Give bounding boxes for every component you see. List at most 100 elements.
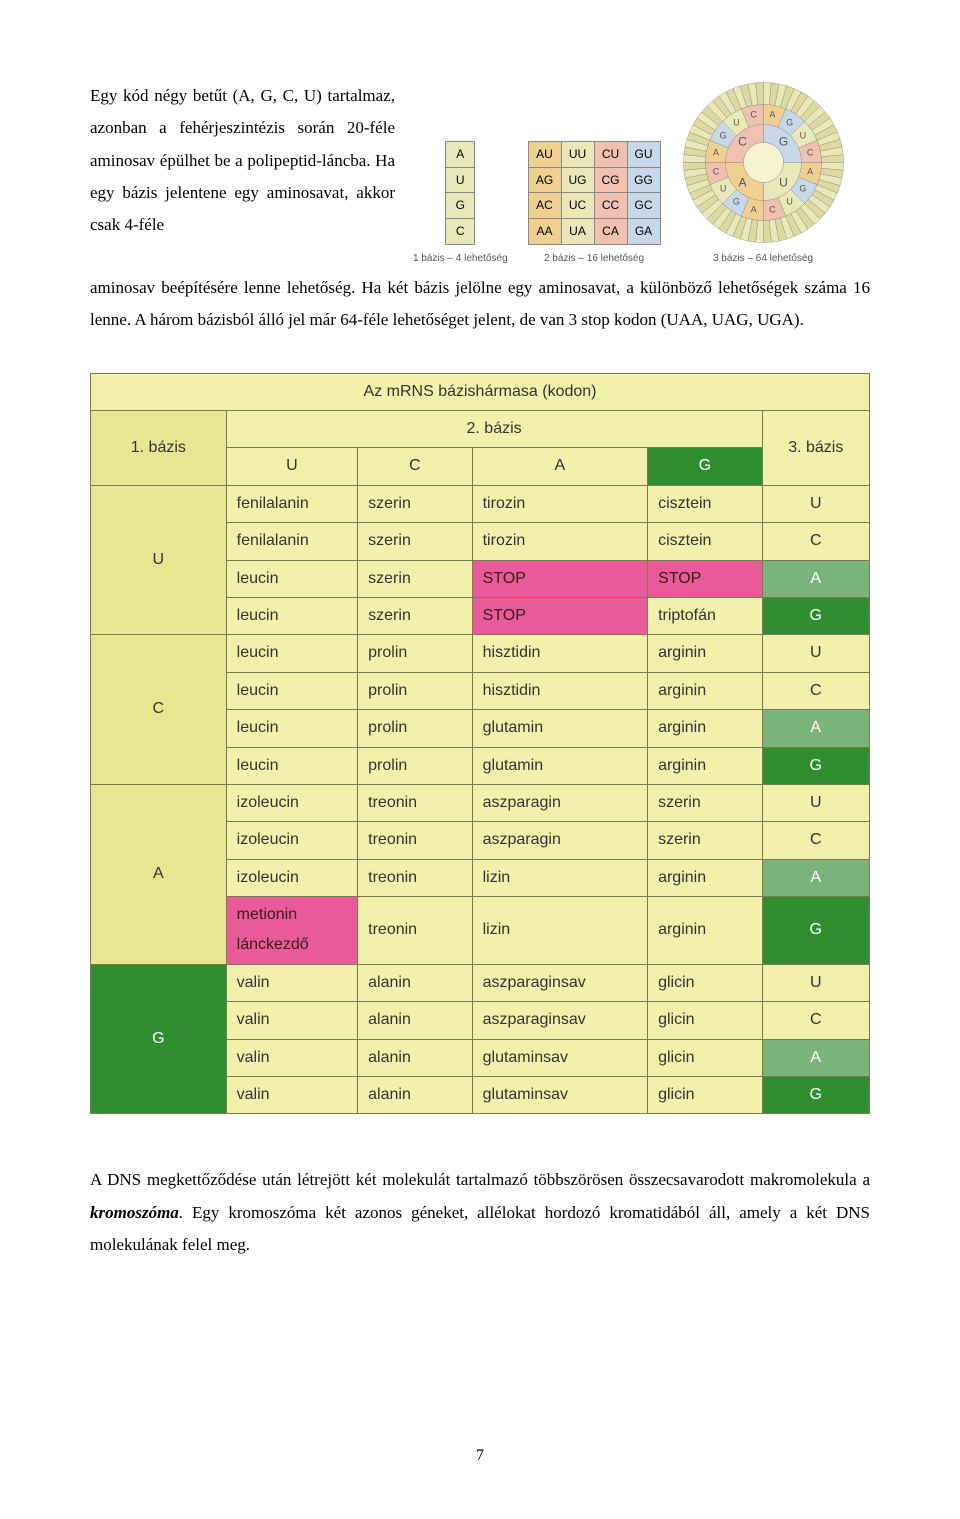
top-block: Egy kód négy betűt (A, G, C, U) tartalma…	[90, 80, 870, 268]
codon-cell: glutaminsav	[472, 1077, 647, 1114]
codon-cell: prolin	[358, 635, 472, 672]
codon-cell: glutaminsav	[472, 1039, 647, 1076]
pair-cell: CC	[594, 193, 627, 219]
wheel-letter: G	[786, 114, 793, 131]
codon-cell: valin	[226, 1002, 358, 1039]
codon-cell: szerin	[358, 523, 472, 560]
codon-cell: tirozin	[472, 523, 647, 560]
third-base-cell: C	[762, 672, 869, 709]
codon-cell: arginin	[648, 672, 762, 709]
codon-cell: arginin	[648, 635, 762, 672]
wheel-letter: G	[733, 194, 740, 211]
pair-cell: UC	[561, 193, 594, 219]
wheel-letter: A	[751, 201, 757, 218]
third-base-cell: U	[762, 485, 869, 522]
wheel-letter: G	[720, 127, 727, 144]
codon-cell: glicin	[648, 964, 762, 1001]
pair-cell: CU	[594, 141, 627, 167]
pair-cell: AU	[528, 141, 561, 167]
para2-text-b: . Egy kromoszóma két azonos géneket, all…	[90, 1203, 870, 1254]
first-base-header: 1. bázis	[91, 410, 227, 485]
pair-cell: AG	[528, 167, 561, 193]
codon-cell: szerin	[358, 597, 472, 634]
diagram-2: AUUUCUGUAGUGCGGGACUCCCGCAAUACAGA 2 bázis…	[528, 141, 661, 268]
codon-cell: STOP	[472, 597, 647, 634]
base-cell: A	[446, 141, 475, 167]
codon-cell: treonin	[358, 897, 472, 965]
single-base-table: A U G C	[445, 141, 475, 245]
codon-cell: aszparagin	[472, 784, 647, 821]
codon-cell: fenilalanin	[226, 523, 358, 560]
pair-cell: CG	[594, 167, 627, 193]
wheel-letter: A	[713, 145, 719, 162]
codon-cell: lizin	[472, 859, 647, 896]
third-base-cell: C	[762, 822, 869, 859]
codon-cell: cisztein	[648, 523, 762, 560]
diagram-1: A U G C 1 bázis – 4 lehetőség	[413, 141, 508, 268]
codon-cell: izoleucin	[226, 784, 358, 821]
codon-cell: leucin	[226, 747, 358, 784]
pair-cell: UG	[561, 167, 594, 193]
first-base-cell: G	[91, 964, 227, 1114]
third-base-cell: G	[762, 747, 869, 784]
second-base-header: 2. bázis	[226, 410, 762, 447]
codon-cell: alanin	[358, 964, 472, 1001]
second-base-col: G	[648, 448, 762, 485]
third-base-header: 3. bázis	[762, 410, 869, 485]
codon-cell: valin	[226, 1039, 358, 1076]
codon-cell: hisztidin	[472, 672, 647, 709]
codon-cell: arginin	[648, 747, 762, 784]
paragraph-top: Egy kód négy betűt (A, G, C, U) tartalma…	[90, 80, 395, 241]
codon-cell: triptofán	[648, 597, 762, 634]
base-cell: C	[446, 219, 475, 245]
codon-cell: treonin	[358, 859, 472, 896]
codon-cell: glutamin	[472, 747, 647, 784]
para2-emph: kromoszóma	[90, 1203, 179, 1222]
wheel-letter: A	[807, 163, 813, 180]
codon-cell: szerin	[648, 822, 762, 859]
codon-cell: prolin	[358, 747, 472, 784]
pair-cell: GU	[627, 141, 660, 167]
codon-cell: valin	[226, 1077, 358, 1114]
wheel-letter: U	[779, 172, 788, 195]
codon-cell: treonin	[358, 784, 472, 821]
diagram-row: A U G C 1 bázis – 4 lehetőség AUUUCUGUAG…	[413, 80, 870, 268]
pair-cell: AA	[528, 219, 561, 245]
pair-cell: GG	[627, 167, 660, 193]
base-cell: G	[446, 193, 475, 219]
codon-cell: glicin	[648, 1002, 762, 1039]
wheel-letter: U	[786, 194, 793, 211]
diagram-3: GUACAGUCAGUCAGUCAGUC 3 bázis – 64 lehető…	[681, 80, 846, 268]
codon-cell: cisztein	[648, 485, 762, 522]
codon-cell: aszparagin	[472, 822, 647, 859]
codon-cell: izoleucin	[226, 859, 358, 896]
third-base-cell: U	[762, 964, 869, 1001]
pair-cell: AC	[528, 193, 561, 219]
codon-cell: alanin	[358, 1077, 472, 1114]
diagram-2-caption: 2 bázis – 16 lehetőség	[544, 249, 644, 268]
codon-cell: leucin	[226, 710, 358, 747]
codon-table-title: Az mRNS bázishármasa (kodon)	[91, 373, 870, 410]
codon-cell: izoleucin	[226, 822, 358, 859]
codon-cell: glutamin	[472, 710, 647, 747]
third-base-cell: C	[762, 523, 869, 560]
wheel-letter: G	[799, 181, 806, 198]
third-base-cell: G	[762, 897, 869, 965]
codon-cell: leucin	[226, 597, 358, 634]
base-cell: U	[446, 167, 475, 193]
pair-base-table: AUUUCUGUAGUGCGGGACUCCCGCAAUACAGA	[528, 141, 661, 245]
codon-cell: glicin	[648, 1077, 762, 1114]
third-base-cell: A	[762, 560, 869, 597]
third-base-cell: C	[762, 1002, 869, 1039]
wheel-letter: A	[769, 107, 775, 124]
paragraph-rest: aminosav beépítésére lenne lehetőség. Ha…	[90, 272, 870, 337]
wheel-letter: U	[733, 114, 740, 131]
codon-cell: leucin	[226, 560, 358, 597]
codon-cell: leucin	[226, 672, 358, 709]
codon-cell: treonin	[358, 822, 472, 859]
codon-cell: aszparaginsav	[472, 1002, 647, 1039]
codon-cell: alanin	[358, 1002, 472, 1039]
third-base-cell: G	[762, 597, 869, 634]
codon-cell: hisztidin	[472, 635, 647, 672]
second-base-col: U	[226, 448, 358, 485]
